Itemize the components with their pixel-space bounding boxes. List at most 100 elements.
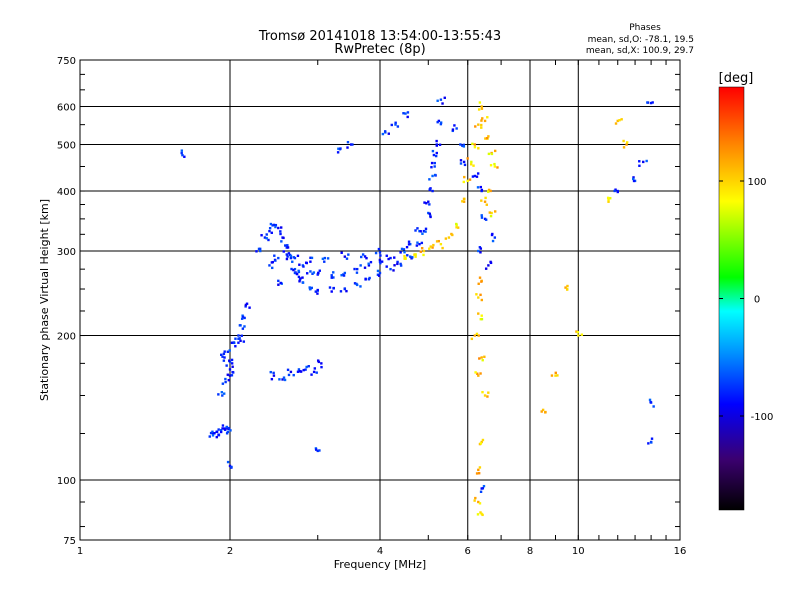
echo-point xyxy=(396,260,399,264)
echo-point xyxy=(488,211,491,214)
echo-point xyxy=(478,246,482,249)
echo-point xyxy=(336,151,340,154)
echo-point xyxy=(377,274,381,277)
echo-point xyxy=(237,341,240,344)
echo-point xyxy=(285,257,289,261)
echo-point xyxy=(224,380,227,384)
axis-ticks xyxy=(79,59,681,540)
echo-point xyxy=(265,233,268,236)
echo-point xyxy=(477,500,480,504)
echo-point xyxy=(232,341,235,344)
echo-point xyxy=(409,242,412,246)
echo-point xyxy=(309,256,312,259)
echo-point xyxy=(435,240,439,243)
echo-point xyxy=(310,256,314,260)
echo-point xyxy=(226,430,230,434)
x-tick-label: 6 xyxy=(465,546,471,557)
echo-point xyxy=(231,365,234,368)
echo-point xyxy=(340,274,343,277)
echo-point xyxy=(485,137,489,140)
echo-point xyxy=(277,256,280,260)
echo-point xyxy=(378,271,382,275)
echo-point xyxy=(473,334,477,337)
echo-point xyxy=(311,272,314,276)
echo-point xyxy=(471,142,474,146)
echo-point xyxy=(268,226,272,230)
echo-point xyxy=(337,147,340,150)
echo-point xyxy=(416,227,419,230)
echo-point xyxy=(473,145,477,149)
echo-point xyxy=(461,200,464,203)
y-axis-label: Stationary phase Virtual Height [km] xyxy=(38,199,51,401)
echo-point xyxy=(215,435,218,439)
echo-point xyxy=(487,190,490,193)
echo-point xyxy=(394,123,397,126)
echo-point xyxy=(399,262,402,266)
echo-point xyxy=(462,160,466,164)
echo-point xyxy=(209,431,213,435)
echo-point xyxy=(378,251,382,254)
echo-point xyxy=(387,132,390,135)
echo-point xyxy=(217,433,220,436)
echo-point xyxy=(470,337,474,341)
echo-point xyxy=(463,163,467,167)
echo-point xyxy=(369,260,373,264)
echo-point xyxy=(607,200,610,203)
echo-point xyxy=(268,229,271,233)
echo-point xyxy=(439,121,443,124)
echo-point xyxy=(269,370,272,374)
echo-point xyxy=(270,261,274,264)
echo-point xyxy=(493,149,497,153)
echo-point xyxy=(389,256,392,260)
echo-point xyxy=(483,200,487,203)
echo-point xyxy=(299,370,303,373)
echo-point xyxy=(221,382,225,385)
echo-point xyxy=(378,258,382,262)
echo-point xyxy=(393,256,396,259)
echo-point xyxy=(180,149,184,152)
echo-point xyxy=(455,222,458,226)
echo-point xyxy=(418,229,421,233)
echo-point xyxy=(270,377,274,381)
echo-point xyxy=(301,281,305,284)
echo-point xyxy=(363,266,367,269)
echo-point xyxy=(318,449,321,452)
echo-point xyxy=(550,374,554,377)
echo-point xyxy=(383,130,387,133)
echo-point xyxy=(544,410,547,414)
echo-point xyxy=(428,188,432,191)
echo-point xyxy=(241,327,245,330)
echo-point xyxy=(265,237,268,240)
echo-point xyxy=(451,128,455,131)
echo-point xyxy=(346,146,349,149)
echo-point xyxy=(289,254,293,258)
echo-point xyxy=(259,249,262,253)
echo-point xyxy=(298,263,301,266)
echo-point xyxy=(616,190,619,194)
echo-point xyxy=(609,197,612,200)
echo-point xyxy=(480,126,483,129)
echo-point xyxy=(239,339,242,343)
echo-point xyxy=(305,261,308,265)
echo-point xyxy=(241,315,245,319)
echo-point xyxy=(332,271,335,274)
echo-point xyxy=(486,116,489,119)
echo-point xyxy=(613,189,616,193)
echo-point xyxy=(480,188,484,192)
echo-point xyxy=(422,249,426,253)
echo-point xyxy=(282,376,286,379)
echo-point xyxy=(486,395,489,398)
x-tick-label: 4 xyxy=(377,546,383,557)
echo-point xyxy=(284,244,287,247)
echo-point xyxy=(363,255,367,258)
echo-point xyxy=(461,144,464,147)
echo-point xyxy=(279,232,282,236)
echo-point xyxy=(415,244,419,247)
echo-point xyxy=(224,377,227,381)
echo-point xyxy=(297,269,300,273)
echo-point xyxy=(361,253,365,256)
echo-point xyxy=(580,333,584,336)
echo-point xyxy=(411,256,414,259)
echo-point xyxy=(351,143,354,146)
echo-point xyxy=(480,214,483,217)
